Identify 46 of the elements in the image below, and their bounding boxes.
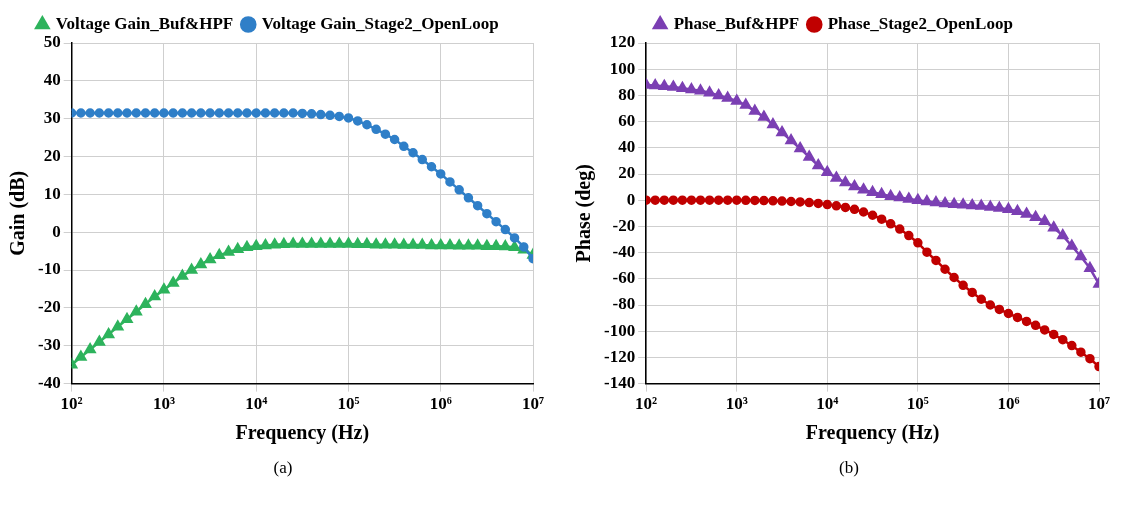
x-tick-label: 10⁴ (816, 394, 839, 414)
x-tick-label: 10⁷ (521, 394, 545, 414)
x-axis-title: Frequency (Hz) (805, 421, 940, 445)
x-tick-label: 10³ (152, 394, 175, 414)
y-tick-label: 40 (618, 137, 636, 157)
y-tick-label: -30 (37, 335, 61, 355)
y-tick-label: -20 (612, 215, 636, 235)
y-tick-label: 0 (626, 189, 636, 209)
x-axis-title: Frequency (Hz) (235, 421, 370, 445)
legend-label: Phase_Stage2_OpenLoop (827, 13, 1013, 33)
y-tick-label: 0 (52, 221, 61, 241)
y-tick-label: -40 (37, 372, 61, 392)
x-tick-label: 10⁵ (337, 394, 360, 414)
y-tick-label: -80 (612, 294, 636, 314)
x-tick-label: 10⁶ (997, 394, 1020, 414)
x-tick-label: 10⁷ (1087, 394, 1111, 414)
x-tick-label: 10⁴ (245, 394, 268, 414)
y-tick-label: -10 (37, 259, 61, 279)
y-axis-title: Gain (dB) (6, 170, 30, 256)
y-tick-label: 40 (43, 70, 61, 90)
x-tick-label: 10² (60, 394, 83, 414)
y-tick-label: 120 (609, 32, 636, 52)
y-tick-label: 30 (43, 108, 61, 128)
x-tick-label: 10² (635, 394, 658, 414)
y-tick-label: -100 (603, 320, 636, 340)
y-tick-label: -140 (603, 372, 636, 392)
y-tick-label: -40 (612, 241, 636, 261)
y-tick-label: 80 (618, 84, 636, 104)
y-tick-label: 60 (618, 110, 636, 130)
y-tick-label: 20 (618, 163, 636, 183)
x-tick-label: 10³ (725, 394, 748, 414)
text: (b) (839, 458, 859, 478)
y-axis-title: Phase (deg) (572, 164, 596, 263)
y-tick-label: 100 (609, 58, 636, 78)
text: (a) (273, 458, 293, 478)
y-tick-label: -60 (612, 268, 636, 288)
legend-label: Phase_Buf&HPF (673, 13, 800, 33)
x-tick-label: 10⁵ (906, 394, 929, 414)
y-tick-label: 50 (43, 32, 61, 52)
y-tick-label: -120 (603, 346, 636, 366)
y-tick-label: -20 (37, 297, 61, 317)
legend-label: Voltage Gain_Stage2_OpenLoop (261, 13, 499, 33)
y-tick-label: 20 (43, 145, 61, 165)
x-tick-label: 10⁶ (429, 394, 452, 414)
legend-label: Voltage Gain_Buf&HPF (55, 13, 234, 33)
y-tick-label: 10 (43, 183, 61, 203)
